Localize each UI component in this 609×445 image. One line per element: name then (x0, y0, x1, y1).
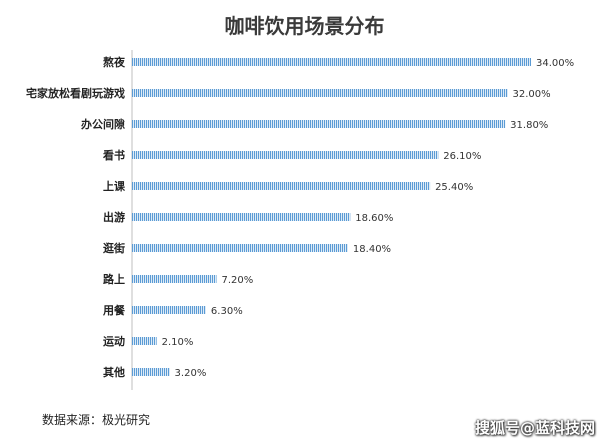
category-label: 其他 (103, 365, 125, 379)
data-label: 18.40% (353, 244, 391, 255)
bar (132, 275, 217, 283)
category-label: 宅家放松看剧玩游戏 (26, 86, 125, 100)
data-label: 32.00% (513, 89, 551, 100)
category-label: 看书 (103, 148, 125, 162)
bar (132, 151, 439, 159)
bar (132, 337, 157, 345)
category-label: 运动 (103, 334, 125, 348)
watermark: 搜狐号@蓝科技网 (474, 419, 595, 437)
data-label: 6.30% (211, 306, 243, 317)
bar (132, 306, 206, 314)
category-label: 路上 (103, 272, 125, 286)
chart-title: 咖啡饮用场景分布 (224, 14, 385, 38)
data-label: 31.80% (510, 120, 548, 131)
data-label: 34.00% (536, 58, 574, 69)
data-label: 7.20% (221, 275, 253, 286)
category-label: 用餐 (103, 303, 126, 317)
data-label: 18.60% (355, 213, 393, 224)
category-label: 熬夜 (103, 55, 126, 69)
source-note: 数据来源：极光研究 (42, 413, 151, 427)
data-label: 2.10% (162, 337, 194, 348)
category-label: 上课 (103, 179, 126, 193)
bar (132, 213, 351, 221)
data-label: 26.10% (443, 151, 481, 162)
data-label: 3.20% (175, 368, 207, 379)
category-label: 办公间隙 (81, 117, 125, 131)
bar (132, 368, 170, 376)
bar (132, 58, 531, 66)
bar (132, 120, 506, 128)
bar (132, 182, 431, 190)
bar (132, 89, 508, 97)
category-label: 逛街 (103, 241, 125, 255)
data-label: 25.40% (435, 182, 473, 193)
category-label: 出游 (103, 210, 125, 224)
bar (132, 244, 348, 252)
